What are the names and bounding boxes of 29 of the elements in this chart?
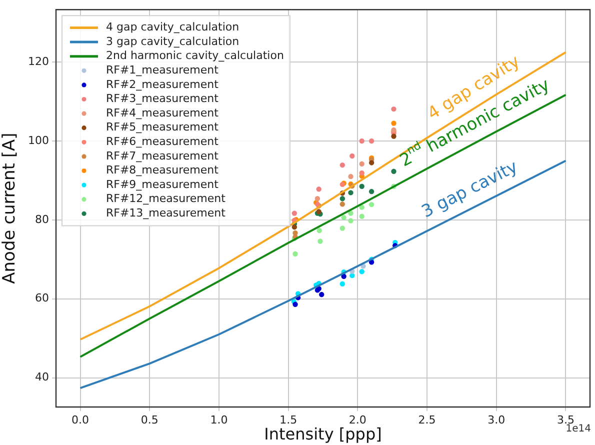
y-tick-label: 60 [35,292,49,305]
legend-label: 2nd harmonic cavity_calculation [106,49,284,62]
x-tick-label: 2.5 [418,413,436,426]
x-tick-label: 3.0 [488,413,506,426]
x-tick-label: 0.5 [140,413,158,426]
y-tick-label: 80 [35,212,49,226]
y-axis-title: Anode current [A] [0,132,20,284]
legend-label: RF#7_measurement [106,149,220,162]
y-tick-label: 100 [28,134,49,147]
legend-label: RF#8_measurement [106,164,220,177]
legend-label: RF#4_measurement [106,106,220,120]
legend-label: RF#13_measurement [106,206,226,220]
legend-label: RF#5_measurement [106,120,220,134]
y-tick-label: 120 [28,54,49,68]
x-axis-title: Intensity [ppp] [264,424,382,444]
legend-label: RF#6_measurement [106,135,220,148]
legend-label: RF#9_measurement [106,178,220,191]
legend-label: 3 gap cavity_calculation [106,34,240,48]
legend-label: RF#1_measurement [106,64,220,77]
x-tick-label: 1.5 [280,413,298,426]
x-tick-label: 1.0 [210,413,228,426]
legend-label: 4 gap cavity_calculation [106,20,240,34]
x-tick-label: 0.0 [72,413,90,426]
legend-label: RF#2_measurement [106,78,220,91]
y-tick-label: 40 [35,370,49,384]
legend-label: RF#12_measurement [106,192,226,206]
legend-label: RF#3_measurement [106,92,220,106]
x-tick-label: 2.0 [348,413,366,426]
text: 1e14 [566,424,592,435]
